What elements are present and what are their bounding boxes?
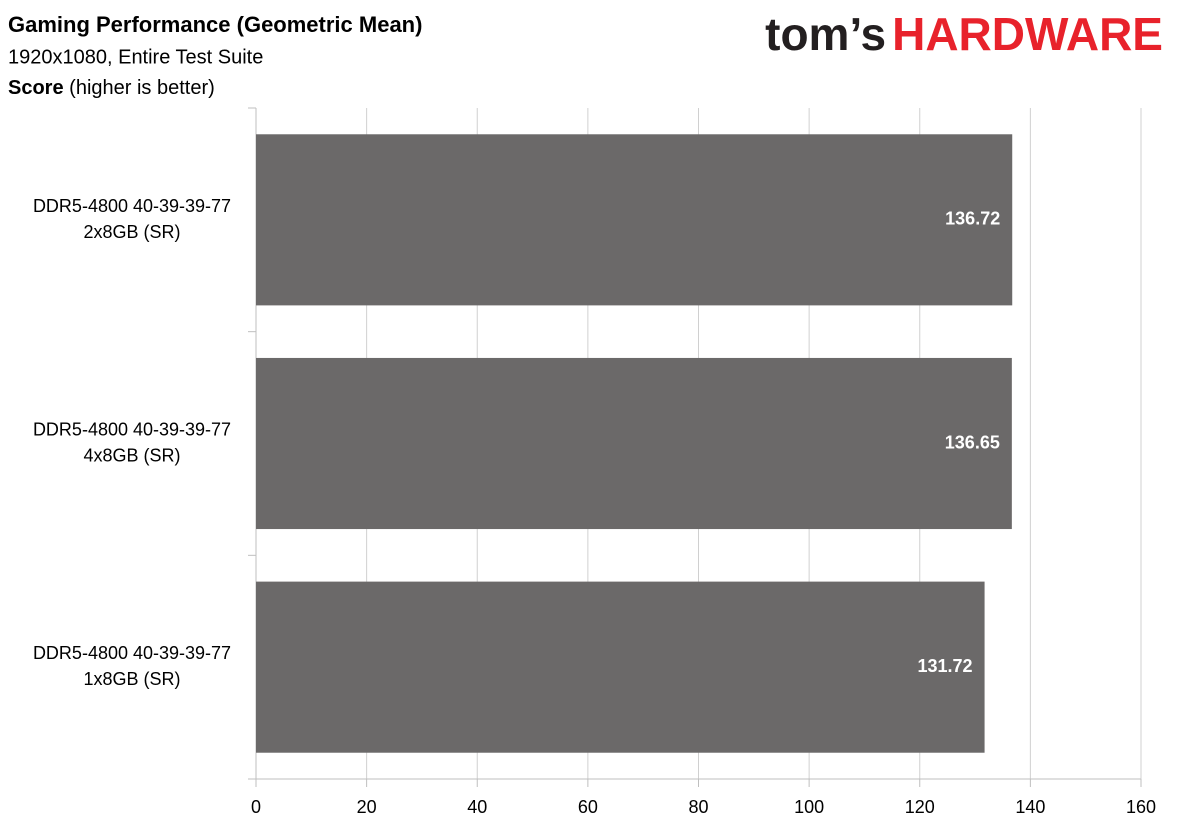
x-tick-label: 120 [905, 797, 935, 817]
logo-hardware: HARDWARE [892, 8, 1163, 60]
y-tick-label-line: DDR5-4800 40-39-39-77 [33, 419, 231, 439]
x-tick-label: 80 [688, 797, 708, 817]
x-tick-label: 40 [467, 797, 487, 817]
axis-label-bold: Score [8, 77, 64, 99]
chart-subtitle: 1920x1080, Entire Test Suite [8, 46, 263, 68]
bar [256, 581, 985, 753]
y-tick-label-line: 2x8GB (SR) [83, 222, 180, 242]
y-tick-label-line: DDR5-4800 40-39-39-77 [33, 196, 231, 216]
y-tick-label: DDR5-4800 40-39-39-77 2x8GB (SR) [33, 196, 231, 242]
x-tick-label: 100 [794, 797, 824, 817]
axis-label: Score (higher is better) [8, 77, 215, 99]
x-tick-label: 60 [578, 797, 598, 817]
x-tick-label: 0 [251, 797, 261, 817]
y-tick-label-line: 4x8GB (SR) [83, 445, 180, 465]
y-tick-label-line: 1x8GB (SR) [83, 669, 180, 689]
y-tick-label: DDR5-4800 40-39-39-77 4x8GB (SR) [33, 419, 231, 465]
axis-label-text: (higher is better) [69, 77, 215, 99]
bar [256, 357, 1012, 530]
bar [256, 134, 1013, 306]
logo-toms: tom’s [765, 8, 886, 60]
logo: tom’s HARDWARE [765, 8, 1163, 60]
x-tick-label: 20 [357, 797, 377, 817]
value-label: 136.72 [945, 209, 1000, 229]
chart-title: Gaming Performance (Geometric Mean) [8, 12, 422, 37]
value-label: 136.65 [945, 432, 1000, 452]
x-tick-label: 160 [1126, 797, 1156, 817]
value-label: 131.72 [918, 656, 973, 676]
x-tick-label: 140 [1015, 797, 1045, 817]
y-tick-label-line: DDR5-4800 40-39-39-77 [33, 643, 231, 663]
y-tick-label: DDR5-4800 40-39-39-77 1x8GB (SR) [33, 643, 231, 689]
